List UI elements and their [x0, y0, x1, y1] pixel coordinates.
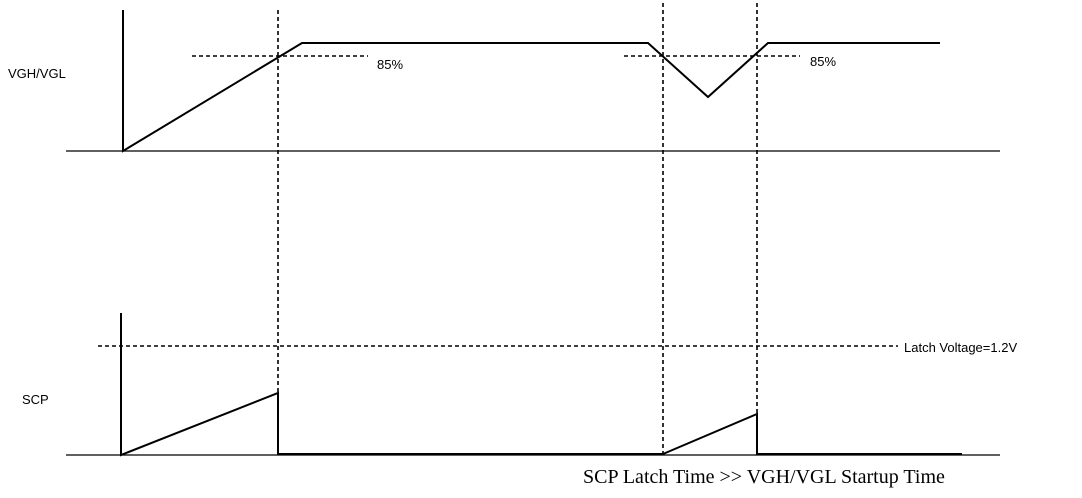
threshold-85-rise-label: 85% [377, 57, 404, 72]
scp-waveform-second [662, 412, 962, 455]
diagram-caption: SCP Latch Time >> VGH/VGL Startup Time [583, 466, 945, 488]
latch-voltage-label: Latch Voltage=1.2V [904, 340, 1018, 355]
vgh-vgl-waveform [122, 10, 940, 153]
vgh-vgl-signal-label: VGH/VGL [8, 66, 66, 81]
scp-waveform-first [120, 313, 663, 457]
threshold-85-recover-label: 85% [810, 54, 837, 69]
scp-signal-label: SCP [22, 392, 49, 407]
